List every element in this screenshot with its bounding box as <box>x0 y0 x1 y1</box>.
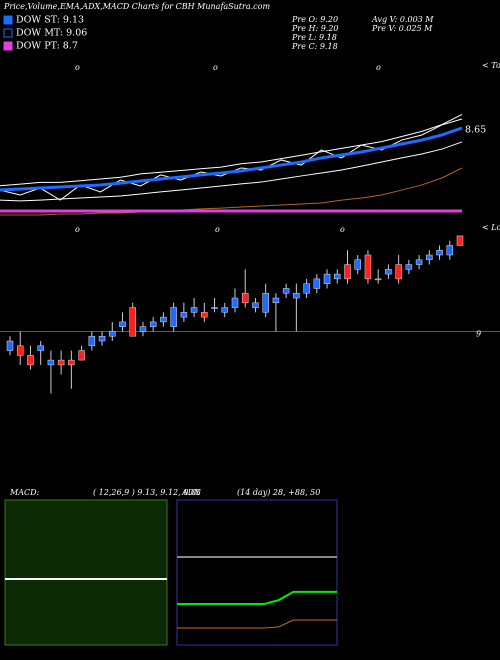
candle-body <box>313 278 321 289</box>
level-label: 9 <box>476 329 481 338</box>
candle-body <box>27 355 34 366</box>
candle-body <box>436 249 443 256</box>
candle-body <box>385 269 392 275</box>
candle-body <box>415 259 423 265</box>
panel-title: MACD: <box>9 488 40 497</box>
candle-body <box>364 254 372 280</box>
candle-body <box>252 302 259 308</box>
candle-body <box>344 264 351 280</box>
bottom-marker: o <box>75 225 80 234</box>
series-line <box>0 113 463 187</box>
candle-body <box>262 292 269 313</box>
series-line <box>177 619 337 629</box>
candle-body <box>334 273 341 280</box>
candle-body <box>303 283 310 294</box>
candle-body <box>68 359 75 366</box>
candle-body <box>446 245 454 256</box>
candle-body <box>272 297 280 304</box>
top-marker: o <box>376 63 381 72</box>
bottom-marker: o <box>340 225 345 234</box>
candle-body <box>149 321 157 327</box>
candle-body <box>6 340 14 351</box>
top-marker: o <box>75 63 80 72</box>
quote: Pre O: 9.20 <box>291 15 338 24</box>
legend-label: DOW MT: 9.06 <box>16 28 87 39</box>
candle-body <box>221 307 229 313</box>
volume: Avg V: 0.003 M <box>371 15 434 24</box>
candle-body <box>241 292 249 304</box>
bottom-marker: o <box>215 225 220 234</box>
candle-body <box>323 273 331 284</box>
candle-body <box>201 312 208 318</box>
legend-swatch <box>3 41 13 51</box>
candle-body <box>426 254 433 261</box>
quote: Pre C: 9.18 <box>291 42 338 51</box>
top-marker: o <box>213 63 218 72</box>
quote: Pre L: 9.18 <box>291 33 337 42</box>
candle-body <box>139 326 147 332</box>
candle-body <box>211 307 218 309</box>
title: Price,Volume,EMA,ADX,MACD Charts for CBH… <box>3 2 270 11</box>
tops-label: < Tops <box>482 61 500 70</box>
candle-body <box>282 288 290 294</box>
candle-body <box>37 345 44 351</box>
candle-body <box>170 307 177 327</box>
legend-label: DOW ST: 9.13 <box>16 15 84 26</box>
candle-body <box>293 292 300 299</box>
candle-body <box>374 278 382 281</box>
candle-body <box>405 264 413 270</box>
candle-body <box>119 321 126 327</box>
volume: Pre V: 0.025 M <box>371 24 433 33</box>
price-label: 8.65 <box>465 125 486 136</box>
candle-body <box>190 307 198 313</box>
candle-body <box>98 335 106 342</box>
panel <box>176 499 338 646</box>
legend-swatch <box>3 28 13 38</box>
candle-body <box>57 359 65 366</box>
series-line <box>0 167 463 216</box>
series-line <box>0 126 463 192</box>
candle-body <box>129 307 136 337</box>
candle-body <box>395 264 402 280</box>
panel <box>4 499 168 646</box>
legend-swatch <box>3 15 13 25</box>
candle-body <box>109 331 116 337</box>
candle-body <box>88 335 96 347</box>
quote: Pre H: 9.20 <box>291 24 339 33</box>
candle-body <box>354 259 361 270</box>
candle-body <box>78 350 85 361</box>
candle-body <box>16 345 24 356</box>
candle-body <box>180 312 188 318</box>
panel-params: ( 12,26,9 ) 9.13, 9.12, 0.03 <box>93 488 201 497</box>
candle-body <box>456 235 464 246</box>
panel-title: ADX <box>181 488 200 497</box>
legend-label: DOW PT: 8.7 <box>16 41 78 52</box>
candle-body <box>47 359 55 366</box>
candle-body <box>160 316 167 323</box>
series-line <box>0 141 463 202</box>
panel-params: (14 day) 28, +88, 50 <box>237 488 320 497</box>
candle-body <box>231 297 239 308</box>
lows-label: < Lows <box>482 223 500 232</box>
series-line <box>177 590 337 605</box>
